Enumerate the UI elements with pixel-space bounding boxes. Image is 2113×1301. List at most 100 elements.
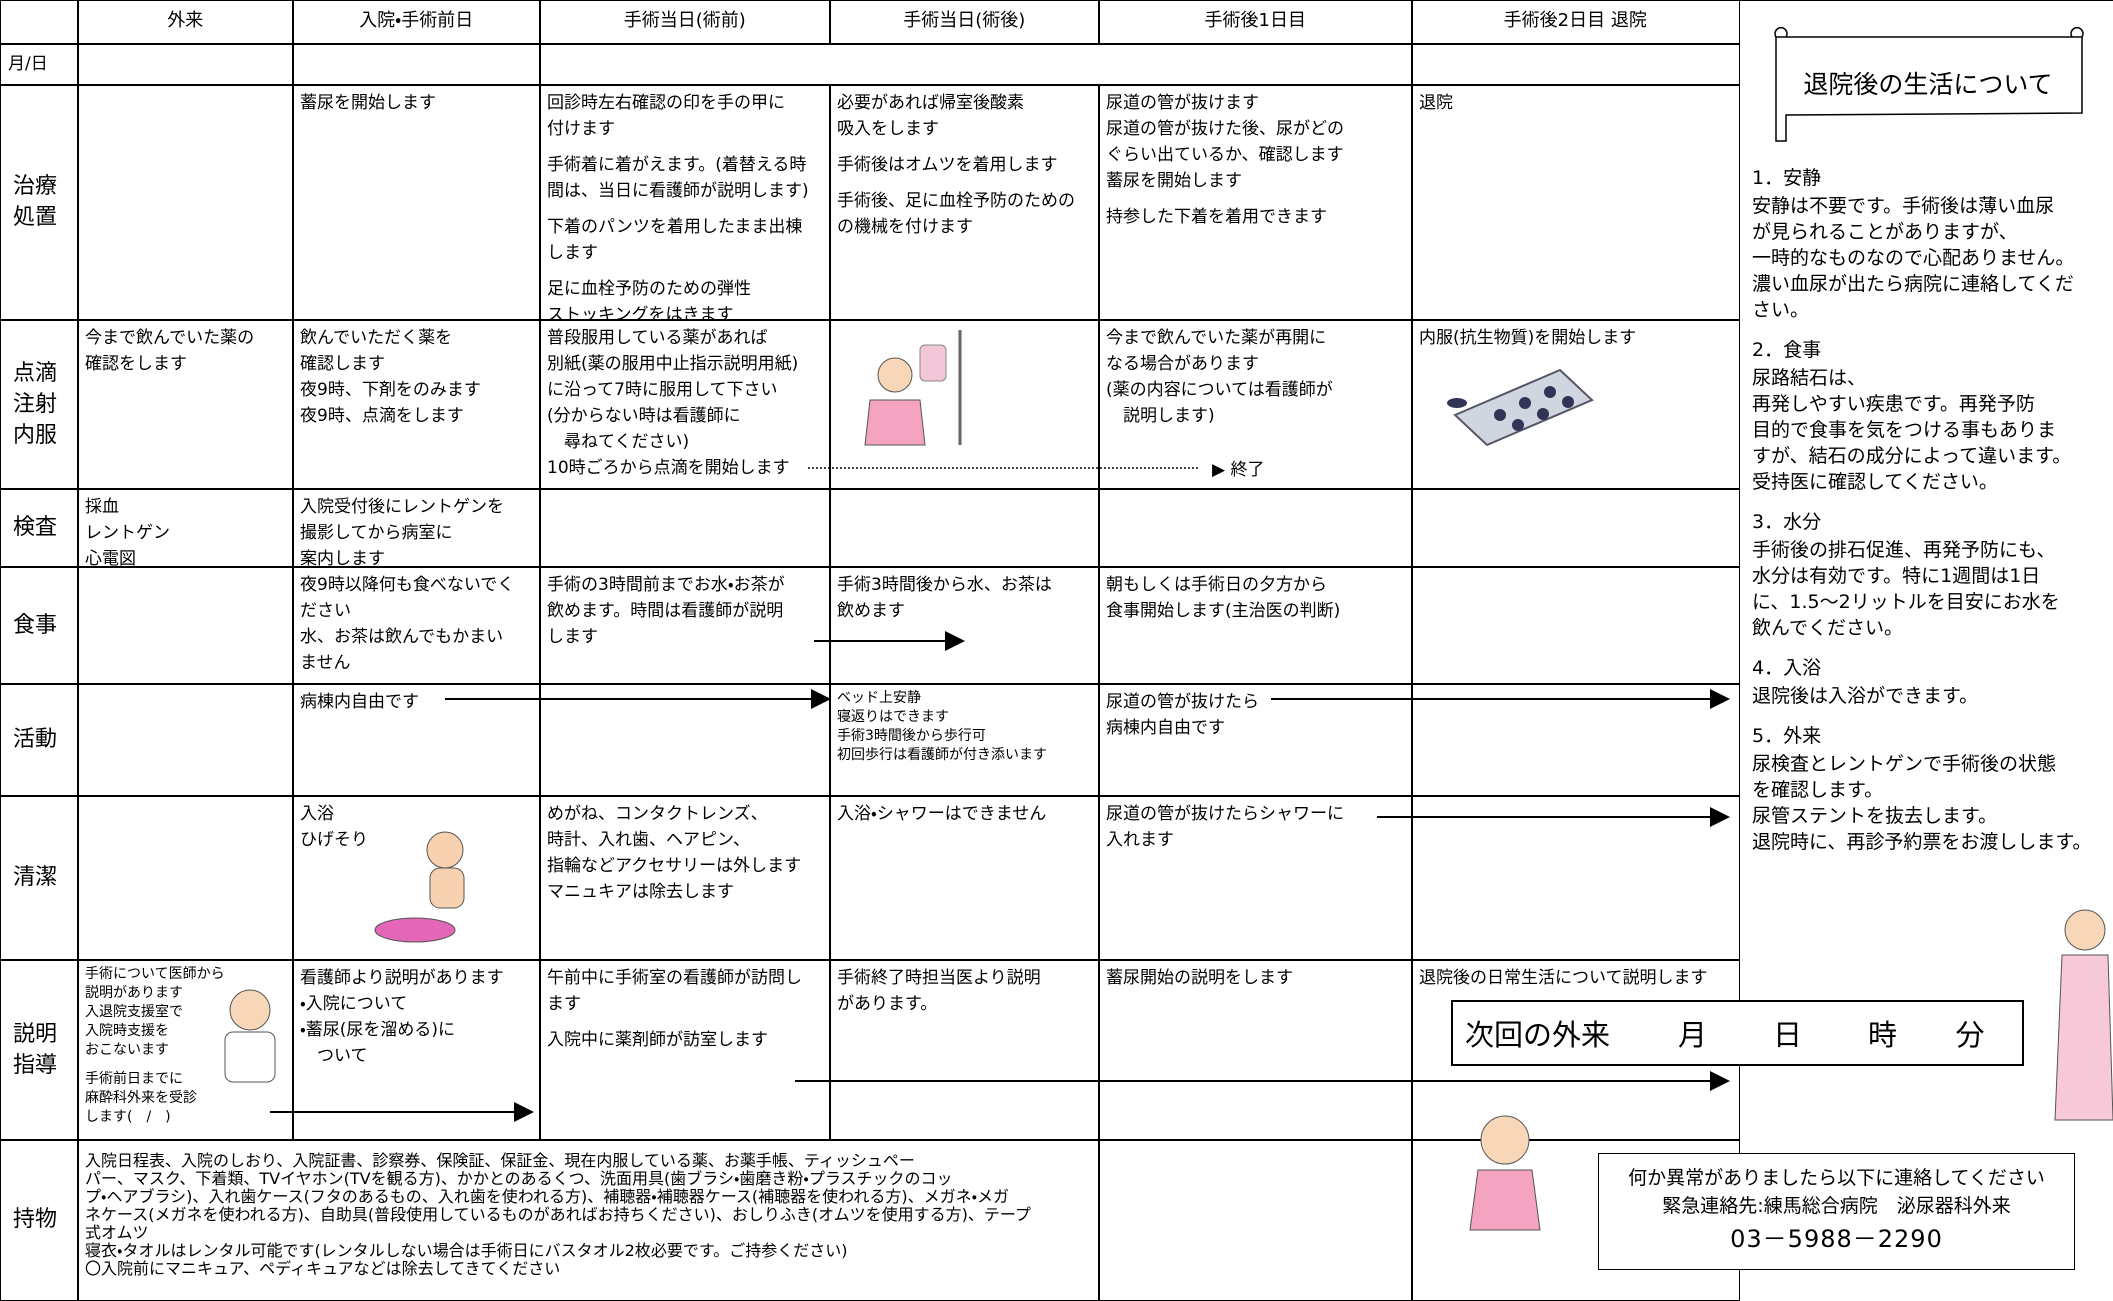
belongings-line: ネケース(メガネを使われる方)、自助具(普段使用しているものがあればお持ちくださ… [85,1205,1031,1224]
row-label: 検査 [0,488,79,568]
cell-line: の機械を付けます [837,217,973,237]
row-label: 清潔 [0,795,79,961]
cell-line: おこないます [85,1042,169,1058]
row-label-line: 注射 [13,391,58,417]
paragraph: ベッド上安静 寝返りはできます 手術3時間後から歩行可 初回歩行は看護師が付き添います [837,689,1092,765]
cell-line: 蓄尿開始の説明をします [1106,968,1293,988]
section-line: 一時的なものなので心配ありません。 [1752,247,2075,269]
schedule-cell: 入院受付後にレントゲンを 撮影してから病室に 案内します [292,488,541,568]
cell-line: 蓄尿を開始します [300,93,436,113]
cell-line: 尿道の管が抜けたらシャワーに [1106,804,1344,824]
cell-line: (薬の内容については看護師が [1106,380,1333,400]
next-visit-box: 次回の外来 月 日 時 分 [1451,1000,2024,1066]
paragraph: 手術3時間後から水、お茶は 飲めます [837,572,1092,624]
belongings-cell: 入院日程表、入院のしおり、入院証書、診察券、保険証、保証金、現在内服している薬、… [77,1139,1100,1301]
cell-line: 尿道の管が抜けたら [1106,692,1259,712]
next-visit-label: 次回の外来 [1465,1018,1611,1052]
side-title: 退院後の生活について [1803,70,2053,99]
cell-line: します( / ) [85,1109,171,1125]
cell-line: 手術前日までに [85,1071,183,1087]
row-label-line: 治療 [13,174,58,200]
cell-line: 撮影してから病室に [300,523,453,543]
belongings-line: 寝衣・タオルはレンタル可能です(レンタルしない場合は手術日にバスタオル2枚必要で… [85,1241,848,1260]
paragraph: 尿道の管が抜けたらシャワーに 入れます [1106,801,1405,853]
date-label: 月/日 [0,43,79,86]
cell-line: ベッド上安静 [837,690,921,706]
paragraph: 持参した下着を着用できます [1106,204,1405,230]
schedule-cell: 飲んでいただく薬を 確認します 夜9時、下剤をのみます 夜9時、点滴をします [292,319,541,490]
schedule-cell [1411,566,1740,685]
schedule-cell: 手術について医師から 説明があります 入退院支援室で 入院時支援を おこないます 手術前日… [77,959,294,1141]
section-line: 受持医に確認してください。 [1752,471,1998,493]
contact-box: 何か異常がありましたら以下に連絡してください 緊急連絡先:練馬総合病院 泌尿器科… [1598,1153,2075,1270]
row-label: 食事 [0,566,79,685]
side-section: 4．入浴 退院後は入浴ができます。 [1738,655,2113,709]
unit: 月 [1677,1018,1707,1052]
cell-line: 寝返りはできます [837,709,949,725]
paragraph: 入院中に薬剤師が訪室します [547,1027,823,1053]
cell-line: 必要があれば帰室後酸素 [837,93,1024,113]
cell-line: 確認します [300,354,385,374]
belongings-line: 入院日程表、入院のしおり、入院証書、診察券、保険証、保証金、現在内服している薬、… [85,1151,915,1170]
paragraph: 手術後、足に血栓予防のための の機械を付けます [837,188,1092,240]
row-label: 説明 指導 [0,959,79,1141]
cell-line: 付けます [547,119,615,139]
section-line: 尿路結石は、 [1752,367,1867,389]
section-line: が見られることがありますが、 [1752,221,2018,243]
schedule-cell [77,566,294,685]
discharge-panel: 退院後の生活について 1．安静 安静は不要です。手術後は薄い血尿 が見られることがあ… [1738,0,2113,1299]
paragraph: 普段服用している薬があれば 別紙(薬の服用中止指示説明用紙) に沿って7時に服用して… [547,325,823,481]
row-label-line: 活動 [13,727,58,753]
cell-line: 内服(抗生物質)を開始します [1419,328,1637,348]
unit: 日 [1772,1018,1802,1052]
cell-line: 入れます [1106,830,1174,850]
paragraph: 尿道の管が抜けたら 病棟内自由です [1106,689,1405,741]
cell-line: 入浴 [300,804,334,824]
cell-line: ・入院について [300,994,408,1014]
schedule-cell [1411,488,1740,568]
cell-line: 心電図 [85,549,136,568]
row-label: 治療 処置 [0,84,79,321]
paragraph: 下着のパンツを着用したまま出棟 します [547,214,823,266]
cell-line: 説明します) [1106,406,1215,426]
section-line: 尿検査とレントゲンで手術後の状態 [1752,753,2057,775]
cell-line: 10時ごろから点滴を開始します [547,458,790,478]
schedule-cell: 今まで飲んでいた薬の 確認をします [77,319,294,490]
belongings-line: プ・ヘアブラシ)、入れ歯ケース(フタのあるもの、入れ歯を使われる方)、補聴器・補… [85,1187,1010,1206]
belongings-line: パー、マスク、下着類、TVイヤホン(TVを観る方)、かかとのあるくつ、洗面用具(… [85,1169,953,1188]
paragraph: 手術の3時間前までお水・お茶が 飲めます。時間は看護師が説明 します [547,572,823,650]
schedule-cell [1098,488,1413,568]
cell-line: 食事開始します(主治医の判断) [1106,601,1341,621]
cell-line: 尿道の管が抜けた後、尿がどの [1106,119,1344,139]
cell-line: レントゲン [85,523,170,543]
side-section: 3．水分 手術後の排石促進、再発予防にも、 水分は有効です。特に1週間は1日 に、1.… [1738,509,2113,641]
cell-line: ぐらい出ているか、確認します [1106,145,1344,165]
cell-line: 尋ねてください) [547,432,690,452]
section-line: を確認します。 [1752,779,1884,801]
section-heading: 5．外来 [1752,725,1822,747]
cell-line: マニュキアは除去します [547,882,734,902]
header-corner [0,0,79,45]
schedule-cell: 採血 レントゲン 心電図 [77,488,294,568]
schedule-cell: 今まで飲んでいた薬が再開に なる場合があります (薬の内容については看護師が 説明し… [1098,319,1413,490]
cell-line: 手術について医師から [85,966,225,982]
row-label-line: 点滴 [13,360,58,386]
section-line: 飲んでください。 [1752,617,1904,639]
cell-line: 別紙(薬の服用中止指示説明用紙) [547,354,799,374]
section-line: 退院後は入浴ができます。 [1752,685,1979,707]
unit: 時 [1867,1018,1897,1052]
schedule-cell [829,319,1100,490]
side-section: 1．安静 安静は不要です。手術後は薄い血尿 が見られることがありますが、 一時的なもの… [1738,165,2113,323]
paragraph: 足に血栓予防のための弾性 ストッキングをはきます [547,276,823,320]
cell-line: 説明があります [85,985,183,1001]
side-sections: 1．安静 安静は不要です。手術後は薄い血尿 が見られることがありますが、 一時的なもの… [1738,151,2113,855]
cell-line: 手術終了時担当医より説明 [837,968,1041,988]
unit: 分 [1955,1018,1985,1052]
schedule-cell: 看護師より説明があります ・入院について ・蓄尿(尿を溜める)に ついて [292,959,541,1141]
schedule-cell: めがね、コンタクトレンズ、 時計、入れ歯、ヘアピン、 指輪などアクセサリーは外します… [539,795,831,961]
schedule-cell: 尿道の管が抜けます 尿道の管が抜けた後、尿がどの ぐらい出ているか、確認します 蓄尿を… [1098,84,1413,321]
belongings-line: 〇入院前にマニキュア、ペディキュアなどは除去してきてください [85,1259,561,1278]
row-label-line: 検査 [13,515,58,541]
paragraph: 入浴 ひげそり [300,801,533,853]
cell-line: 飲めます [837,601,905,621]
